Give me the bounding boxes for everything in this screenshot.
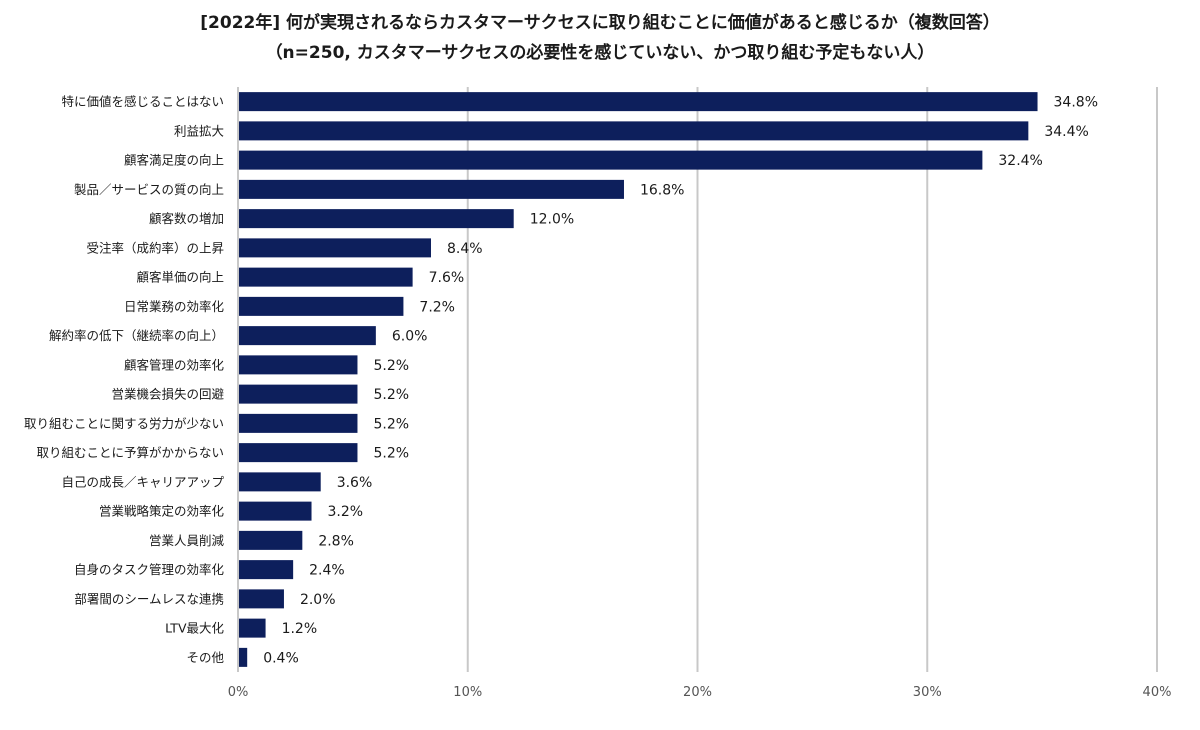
bar xyxy=(238,296,404,316)
chart-subtitle: （n=250, カスタマーサクセスの必要性を感じていない、かつ取り組む予定もない… xyxy=(265,43,935,63)
x-tick-label: 0% xyxy=(228,685,249,700)
data-label: 8.4% xyxy=(447,241,483,257)
category-label: 受注率（成約率）の上昇 xyxy=(86,240,224,255)
category-label: 特に価値を感じることはない xyxy=(61,94,224,109)
bar xyxy=(238,647,248,667)
data-label: 3.2% xyxy=(328,504,364,520)
bar xyxy=(238,530,303,550)
bar xyxy=(238,443,358,463)
data-label: 2.4% xyxy=(309,563,345,579)
bar xyxy=(238,121,1029,141)
bar xyxy=(238,326,376,346)
chart-title: [2022年] 何が実現されるならカスタマーサクセスに取り組むことに価値があると… xyxy=(200,13,1000,33)
category-label: 営業人員削減 xyxy=(149,533,225,548)
category-label: 日常業務の効率化 xyxy=(124,299,225,314)
bar xyxy=(238,92,1038,112)
bar xyxy=(238,179,624,199)
data-label: 0.4% xyxy=(263,650,299,666)
x-tick-label: 40% xyxy=(1143,685,1172,700)
data-label: 2.8% xyxy=(318,533,354,549)
bar xyxy=(238,238,431,258)
category-label: 取り組むことに関する労力が少ない xyxy=(24,416,224,431)
bar xyxy=(238,209,514,229)
bar xyxy=(238,501,312,521)
category-label: 営業戦略策定の効率化 xyxy=(99,504,225,519)
category-label: 顧客単価の向上 xyxy=(136,270,224,285)
x-tick-label: 30% xyxy=(913,685,942,700)
data-label: 5.2% xyxy=(373,416,409,432)
category-label: 顧客数の増加 xyxy=(149,211,224,226)
data-label: 34.4% xyxy=(1044,124,1088,140)
category-label: 顧客管理の効率化 xyxy=(124,357,225,372)
data-label: 6.0% xyxy=(392,329,428,345)
bar xyxy=(238,150,983,170)
data-label: 2.0% xyxy=(300,592,336,608)
bar xyxy=(238,472,321,492)
category-label: LTV最大化 xyxy=(165,621,224,636)
data-label: 12.0% xyxy=(530,212,574,228)
category-label: 解約率の低下（継続率の向上） xyxy=(49,328,224,343)
data-label: 1.2% xyxy=(282,621,318,637)
category-label: 取り組むことに予算がかからない xyxy=(36,445,224,460)
category-label: 自身のタスク管理の効率化 xyxy=(74,562,225,577)
bar xyxy=(238,267,413,287)
data-label: 3.6% xyxy=(337,475,373,491)
category-label: 製品／サービスの質の向上 xyxy=(74,182,224,197)
bar xyxy=(238,384,358,404)
data-label: 7.6% xyxy=(429,270,465,286)
bar xyxy=(238,355,358,375)
bar xyxy=(238,589,284,609)
category-label: 部署間のシームレスな連携 xyxy=(74,591,224,606)
bar xyxy=(238,560,294,580)
data-label: 34.8% xyxy=(1054,95,1098,111)
category-label: 利益拡大 xyxy=(174,123,224,138)
x-tick-label: 20% xyxy=(683,685,712,700)
data-label: 5.2% xyxy=(373,387,409,403)
bar xyxy=(238,413,358,433)
x-tick-label: 10% xyxy=(453,685,482,700)
data-label: 7.2% xyxy=(419,299,455,315)
data-label: 32.4% xyxy=(998,153,1042,169)
data-label: 16.8% xyxy=(640,182,684,198)
category-label: その他 xyxy=(186,650,224,665)
category-label: 営業機会損失の回避 xyxy=(111,387,224,402)
data-label: 5.2% xyxy=(373,446,409,462)
bar xyxy=(238,618,266,638)
category-label: 自己の成長／キャリアアップ xyxy=(61,474,224,489)
data-label: 5.2% xyxy=(373,358,409,374)
category-label: 顧客満足度の向上 xyxy=(124,153,224,168)
